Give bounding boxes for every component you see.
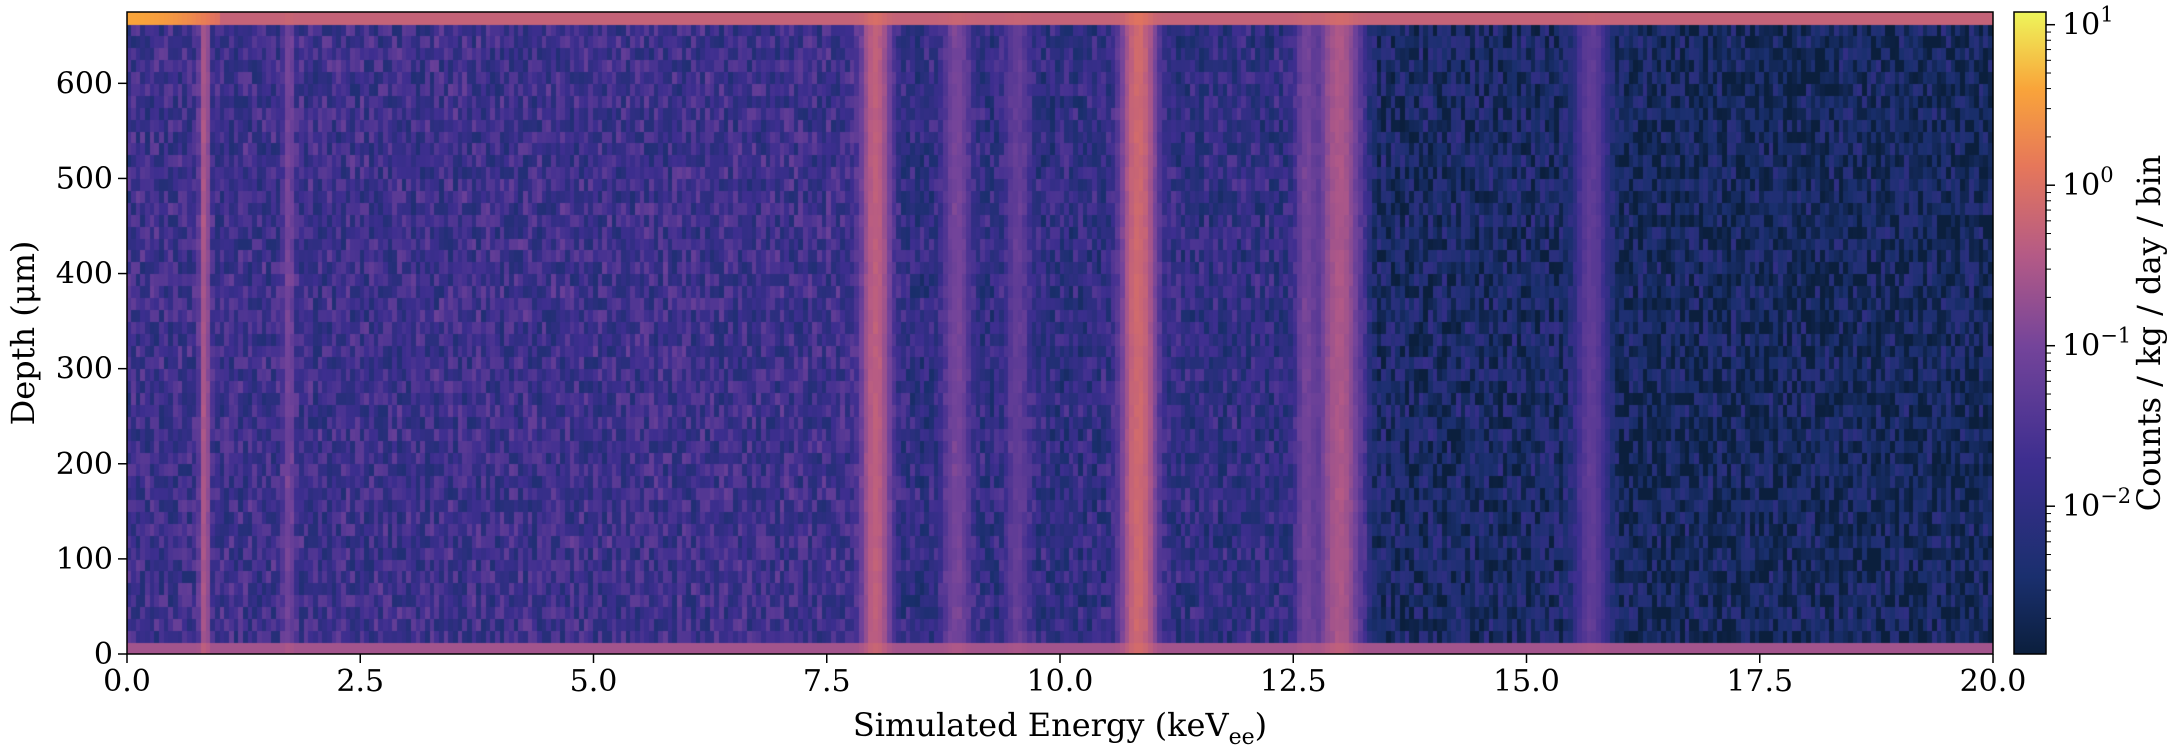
y-tick-label: 100 [56,542,113,577]
y-tick-label: 0 [94,637,113,672]
x-tick-label: 20.0 [1960,664,2027,699]
x-tick-label: 10.0 [1027,664,1094,699]
x-tick-label: 5.0 [570,664,618,699]
colorbar [2013,11,2047,655]
y-tick-label: 600 [56,66,113,101]
colorbar-ticks: 10−2 10−1 100 101 [2046,3,2131,619]
x-tick-label: 0.0 [103,664,151,699]
y-axis: 0 100 200 300 400 500 600 [56,66,127,672]
x-tick-label: 2.5 [336,664,384,699]
x-tick-label: 15.0 [1493,664,1560,699]
y-tick-label: 300 [56,352,113,387]
x-axis-label: Simulated Energy (keVee) [853,706,1267,750]
colorbar-tick-label: 10−1 [2062,324,2131,364]
colorbar-tick-label: 100 [2062,163,2114,203]
colorbar-label: Counts / kg / day / bin [2130,155,2168,511]
colorbar-tick-label: 101 [2062,3,2114,43]
y-axis-label: Depth (μm) [4,241,42,426]
y-tick-label: 400 [56,257,113,292]
heatmap-cells [127,12,1993,654]
colorbar-tick-label: 10−2 [2062,484,2131,524]
x-axis: 0.0 2.5 5.0 7.5 10.0 12.5 15.0 17.5 20.0 [103,654,2026,699]
x-tick-label: 7.5 [803,664,851,699]
y-tick-label: 200 [56,447,113,482]
y-tick-label: 500 [56,161,113,196]
colorbar-gradient [2013,11,2047,655]
x-tick-label: 17.5 [1726,664,1793,699]
x-tick-label: 12.5 [1260,664,1327,699]
